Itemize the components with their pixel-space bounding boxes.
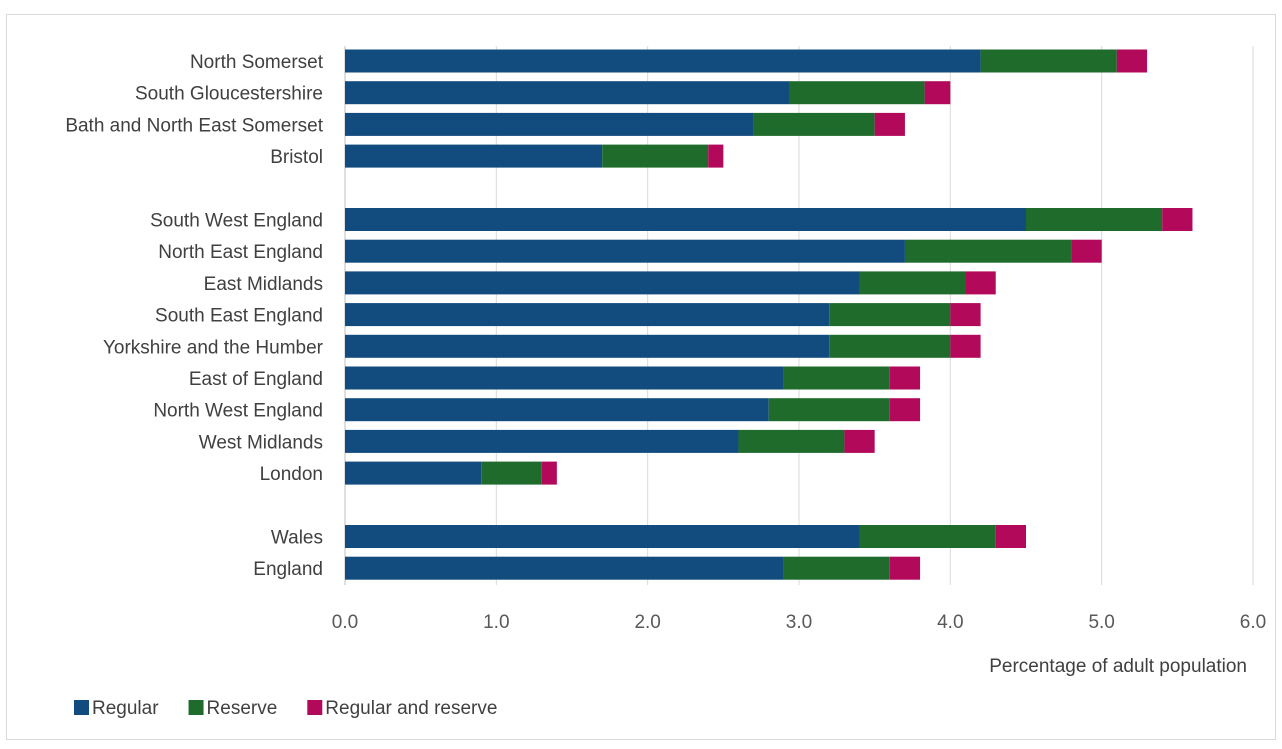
bar-segment [783,366,890,390]
bar-segment [1071,239,1102,263]
x-axis-title: Percentage of adult population [989,656,1247,677]
bar-segment [1026,208,1163,231]
bar-segment [768,398,890,422]
bar-segment [345,271,860,295]
bar-segment [1116,49,1148,73]
chart-frame: North Somerset South Gloucestershire Bath … [6,14,1276,740]
bar-segment [874,112,905,136]
bar-segment [345,398,769,422]
bar-segment [753,112,875,136]
x-tick-labels: 0.0 1.0 2.0 3.0 4.0 5.0 6.0 [332,612,1266,633]
x-tick-label: 1.0 [483,612,509,633]
legend-swatch [74,700,89,715]
bar-segment [738,429,845,453]
bar-segment [980,49,1117,73]
category-label: Yorkshire and the Humber [103,337,324,358]
bar-segment [789,81,925,105]
bar-segment [345,81,790,105]
bar-segment [829,334,951,358]
bar-segment [859,271,966,295]
bar-segment [345,461,482,485]
bar-segment [889,556,921,580]
category-label: West Midlands [199,432,323,453]
x-tick-label: 5.0 [1088,612,1114,633]
category-label: Bristol [270,147,323,168]
category-label: North West England [153,401,323,422]
category-label: England [253,559,323,580]
bar-segment [1162,208,1193,231]
category-label: Wales [271,528,323,549]
category-label: South West England [150,211,323,232]
x-tick-label: 6.0 [1240,612,1266,633]
category-label: South East England [155,306,323,327]
bar-segment [708,144,724,168]
category-label: South Gloucestershire [135,84,323,105]
x-tick-label: 0.0 [332,612,358,633]
bar-segment [345,49,981,73]
category-label: North Somerset [190,52,324,73]
category-label: North East England [158,242,323,263]
bars [345,49,1193,580]
bar-segment [889,366,921,390]
bar-segment [904,239,1072,263]
bar-segment [345,556,784,580]
bar-segment [345,525,860,548]
legend: Regular Reserve Regular and reserve [74,698,497,719]
legend-label: Regular and reserve [325,698,497,719]
bar-segment [345,429,739,453]
bar-segment [345,208,1026,231]
bar-segment [481,461,542,485]
bar-segment [345,144,603,168]
x-tick-label: 4.0 [937,612,963,633]
bar-segment [829,303,951,327]
bar-segment [602,144,709,168]
legend-swatch [307,700,323,715]
legend-swatch [188,700,204,715]
bar-segment [345,334,830,358]
bar-segment [345,303,830,327]
bar-segment [924,81,951,105]
stacked-bar-chart: North Somerset South Gloucestershire Bath … [65,46,1266,719]
category-label: London [260,464,323,485]
category-label: Bath and North East Somerset [65,115,323,136]
bar-segment [844,429,875,453]
bar-segment [345,112,754,136]
category-label: East of England [189,369,323,390]
x-tick-label: 3.0 [786,612,812,633]
bar-segment [859,525,996,548]
legend-label: Regular [92,698,159,719]
bar-segment [950,334,981,358]
bar-segment [889,398,921,422]
x-tick-label: 2.0 [634,612,660,633]
bar-segment [950,303,981,327]
legend-label: Reserve [207,698,278,719]
bar-segment [965,271,996,295]
category-label: East Midlands [204,274,323,295]
bar-segment [345,239,905,263]
category-labels: North Somerset South Gloucestershire Bath … [65,52,323,580]
bar-segment [995,525,1026,548]
bar-segment [345,366,784,390]
bar-segment [541,461,557,485]
bar-segment [783,556,890,580]
